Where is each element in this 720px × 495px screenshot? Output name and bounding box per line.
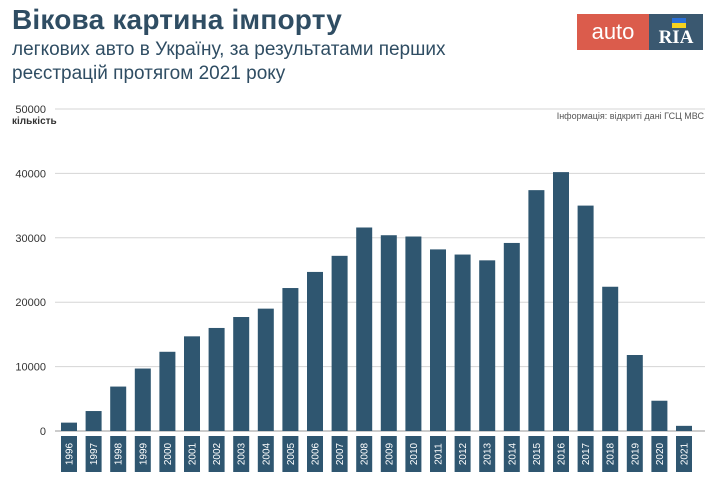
x-tick-label: 2013 bbox=[483, 442, 494, 465]
bar bbox=[626, 355, 643, 431]
x-tick-label: 2007 bbox=[335, 442, 346, 465]
bar bbox=[676, 425, 692, 431]
x-tick-box bbox=[430, 436, 446, 472]
x-tick-box bbox=[85, 436, 102, 472]
bar bbox=[184, 336, 200, 431]
bar bbox=[85, 411, 102, 431]
bar bbox=[651, 400, 668, 431]
y-tick-label: 20000 bbox=[15, 297, 46, 309]
bar bbox=[208, 327, 225, 431]
x-tick-box bbox=[110, 436, 127, 472]
bar bbox=[307, 271, 323, 431]
bar bbox=[405, 236, 422, 431]
x-tick-label: 1996 bbox=[65, 442, 76, 465]
logo-ria-part: RIA bbox=[649, 14, 703, 50]
bar bbox=[233, 317, 250, 431]
x-tick-label: 2001 bbox=[188, 442, 199, 465]
x-tick-label: 2017 bbox=[581, 442, 592, 465]
bar bbox=[380, 235, 397, 431]
ukraine-flag-icon bbox=[672, 18, 686, 28]
x-tick-box bbox=[454, 436, 471, 472]
chart-title: Вікова картина імпорту bbox=[12, 4, 343, 35]
bar bbox=[356, 227, 373, 431]
x-tick-label: 2004 bbox=[261, 442, 272, 465]
x-tick-label: 2005 bbox=[286, 442, 297, 465]
bar bbox=[134, 368, 151, 431]
bar bbox=[503, 242, 520, 431]
chart-subtitle: легкових авто в Україну, за результатами… bbox=[12, 39, 446, 84]
x-tick-label: 2015 bbox=[532, 442, 543, 465]
x-tick-box bbox=[651, 436, 668, 472]
x-tick-box bbox=[577, 436, 594, 472]
x-tick-box bbox=[405, 436, 422, 472]
y-tick-label: 30000 bbox=[15, 233, 46, 245]
bar bbox=[257, 308, 274, 431]
y-tick-label: 0 bbox=[40, 426, 46, 438]
x-tick-box bbox=[503, 436, 520, 472]
bar bbox=[602, 286, 619, 431]
y-axis-label: кількість bbox=[12, 116, 57, 127]
x-tick-label: 1998 bbox=[114, 442, 125, 465]
x-tick-label: 1997 bbox=[89, 442, 100, 465]
x-tick-box bbox=[159, 436, 176, 472]
x-tick-box bbox=[626, 436, 643, 472]
x-tick-box bbox=[553, 436, 569, 472]
x-tick-label: 2002 bbox=[212, 442, 223, 465]
x-tick-label: 2020 bbox=[655, 442, 666, 465]
source-note: Інформація: відкриті дані ГСЦ МВС bbox=[556, 111, 704, 121]
bar bbox=[282, 288, 299, 431]
x-tick-box bbox=[61, 436, 77, 472]
x-tick-box bbox=[479, 436, 496, 472]
logo-auto-part: auto bbox=[577, 14, 649, 50]
x-tick-label: 2006 bbox=[311, 442, 322, 465]
bar bbox=[110, 386, 127, 431]
x-tick-box bbox=[676, 436, 692, 472]
x-tick-label: 2000 bbox=[163, 442, 174, 465]
auto-ria-logo[interactable]: auto RIA bbox=[577, 14, 703, 50]
bar bbox=[553, 172, 569, 431]
bar bbox=[61, 422, 77, 431]
bar bbox=[159, 351, 176, 431]
x-tick-label: 2008 bbox=[360, 442, 371, 465]
x-tick-box bbox=[331, 436, 348, 472]
x-tick-label: 2016 bbox=[557, 442, 568, 465]
x-tick-label: 2011 bbox=[434, 443, 445, 465]
x-tick-label: 2003 bbox=[237, 442, 248, 465]
x-tick-label: 1999 bbox=[138, 442, 149, 465]
x-tick-box bbox=[380, 436, 397, 472]
y-tick-label: 40000 bbox=[15, 168, 46, 180]
x-tick-label: 2021 bbox=[680, 442, 691, 465]
x-tick-label: 2009 bbox=[384, 442, 395, 465]
x-tick-label: 2014 bbox=[507, 442, 518, 465]
x-tick-box bbox=[184, 436, 200, 472]
x-tick-label: 2010 bbox=[409, 442, 420, 465]
bar bbox=[479, 260, 496, 431]
x-tick-label: 2018 bbox=[606, 442, 617, 465]
x-tick-box bbox=[282, 436, 299, 472]
x-tick-box bbox=[356, 436, 373, 472]
bar bbox=[454, 254, 471, 431]
x-tick-box bbox=[307, 436, 323, 472]
x-tick-box bbox=[233, 436, 250, 472]
x-tick-box bbox=[208, 436, 225, 472]
y-tick-label: 10000 bbox=[15, 362, 46, 374]
x-tick-box bbox=[257, 436, 274, 472]
x-tick-label: 2012 bbox=[458, 442, 469, 465]
x-tick-label: 2019 bbox=[630, 442, 641, 465]
bar bbox=[331, 255, 348, 431]
x-tick-box bbox=[528, 436, 545, 472]
logo-ria-text: RIA bbox=[658, 27, 694, 48]
y-tick-label: 50000 bbox=[15, 104, 46, 116]
bar bbox=[528, 190, 545, 431]
x-tick-box bbox=[602, 436, 619, 472]
bar bbox=[430, 249, 446, 431]
bar bbox=[577, 205, 594, 431]
x-tick-box bbox=[134, 436, 151, 472]
